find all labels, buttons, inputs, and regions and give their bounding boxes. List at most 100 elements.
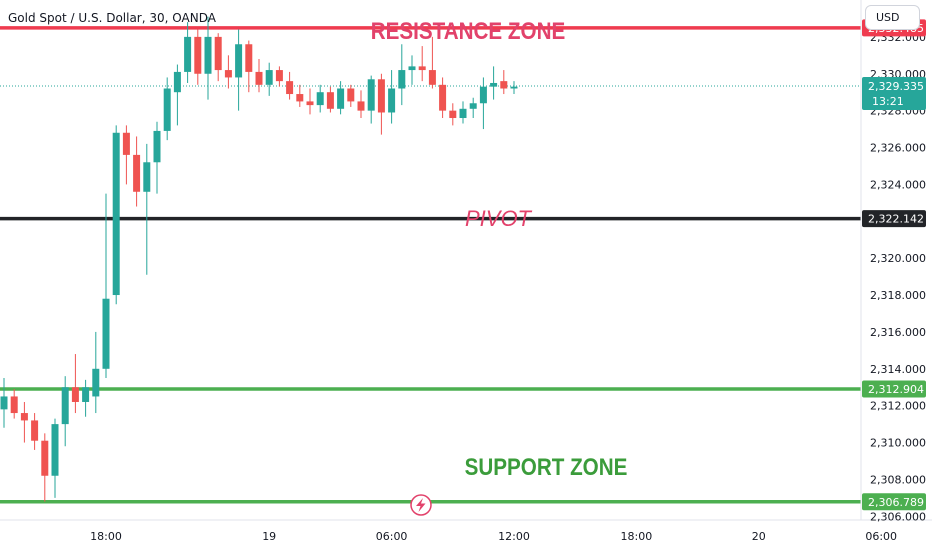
candle-body [133, 155, 140, 192]
candle [194, 30, 201, 85]
candle-body [286, 81, 293, 94]
candle-body [276, 70, 283, 81]
candle [266, 63, 273, 96]
candle [337, 81, 344, 114]
candle [409, 55, 416, 85]
time-axis[interactable]: 18:00 19 06:00 12:00 18:00 20 06:00 [90, 530, 897, 543]
candle-body [500, 81, 507, 88]
bar-countdown-text: 13:21 [872, 95, 904, 108]
candle [347, 85, 354, 107]
candle [470, 98, 477, 118]
candle-body [470, 103, 477, 109]
candle [11, 389, 18, 419]
candle-body [358, 101, 365, 110]
candle-body [266, 70, 273, 85]
current-price-text: 2,329.335 [868, 80, 924, 93]
candle-body [21, 413, 28, 420]
candle-body [245, 44, 252, 72]
currency-button[interactable]: USD [865, 5, 920, 30]
y-tick-label: 2,316.000 [870, 326, 926, 339]
candle [276, 66, 283, 86]
candle [215, 33, 222, 81]
candle-body [368, 79, 375, 110]
candle-body [31, 420, 38, 440]
candle [480, 77, 487, 129]
annotations-layer: RESISTANCE ZONE PIVOT SUPPORT ZONE [371, 18, 628, 481]
x-tick-label: 06:00 [865, 530, 897, 543]
candles-layer [1, 17, 518, 502]
candle [398, 44, 405, 105]
x-tick-label: 12:00 [498, 530, 530, 543]
candle [286, 72, 293, 100]
y-tick-label: 2,312.000 [870, 400, 926, 413]
candle [143, 144, 150, 275]
candle-body [480, 87, 487, 104]
candle [1, 378, 8, 428]
candle [368, 76, 375, 124]
candle [449, 103, 456, 125]
candle-body [347, 89, 354, 102]
candle [439, 77, 446, 118]
candle [235, 30, 242, 111]
candle [21, 402, 28, 443]
candle [460, 101, 467, 123]
candle [225, 55, 232, 88]
support-price-text: 2,312.904 [868, 383, 924, 396]
support-price-text: 2,306.789 [868, 496, 924, 509]
support-zone-label: SUPPORT ZONE [465, 454, 628, 481]
candle-body [62, 387, 69, 424]
y-tick-label: 2,310.000 [870, 437, 926, 450]
candle-body [378, 79, 385, 112]
candle [184, 22, 191, 83]
candle-body [215, 37, 222, 70]
x-tick-label: 06:00 [376, 530, 408, 543]
candle [174, 65, 181, 126]
candle-body [429, 70, 436, 85]
pivot-label: PIVOT [465, 206, 533, 231]
candle [82, 380, 89, 417]
candle-body [194, 37, 201, 74]
candle [388, 70, 395, 123]
candle-body [103, 299, 110, 369]
candle-body [184, 37, 191, 72]
candle-body [439, 85, 446, 111]
candle-body [92, 369, 99, 397]
candle [72, 354, 79, 413]
candle-body [225, 70, 232, 77]
candle-body [52, 424, 59, 476]
candle [378, 74, 385, 135]
y-tick-label: 2,326.000 [870, 142, 926, 155]
y-tick-label: 2,324.000 [870, 178, 926, 191]
candle [500, 70, 507, 94]
candle-body [449, 111, 456, 118]
candle-body [113, 133, 120, 295]
x-tick-label: 18:00 [621, 530, 653, 543]
candle [103, 194, 110, 378]
candle-body [72, 387, 79, 402]
candle [123, 125, 130, 184]
candle [164, 77, 171, 140]
candle [133, 136, 140, 206]
x-tick-label: 19 [262, 530, 276, 543]
y-tick-label: 2,314.000 [870, 363, 926, 376]
candle [92, 332, 99, 413]
symbol-title: Gold Spot / U.S. Dollar, 30, OANDA [8, 11, 216, 25]
candle-body [154, 131, 161, 162]
candle-body [337, 89, 344, 109]
candle-body [317, 92, 324, 105]
levels-layer [0, 28, 861, 502]
candle-body [327, 92, 334, 109]
candle-body [409, 66, 416, 70]
x-tick-label: 20 [752, 530, 766, 543]
candle-body [123, 133, 130, 155]
candle [256, 59, 263, 92]
news-flash-icon[interactable] [411, 495, 431, 515]
candle [429, 37, 436, 89]
candle [113, 125, 120, 304]
candle-body [490, 83, 497, 87]
candle [245, 41, 252, 93]
candle-body [205, 37, 212, 74]
y-tick-label: 2,318.000 [870, 289, 926, 302]
